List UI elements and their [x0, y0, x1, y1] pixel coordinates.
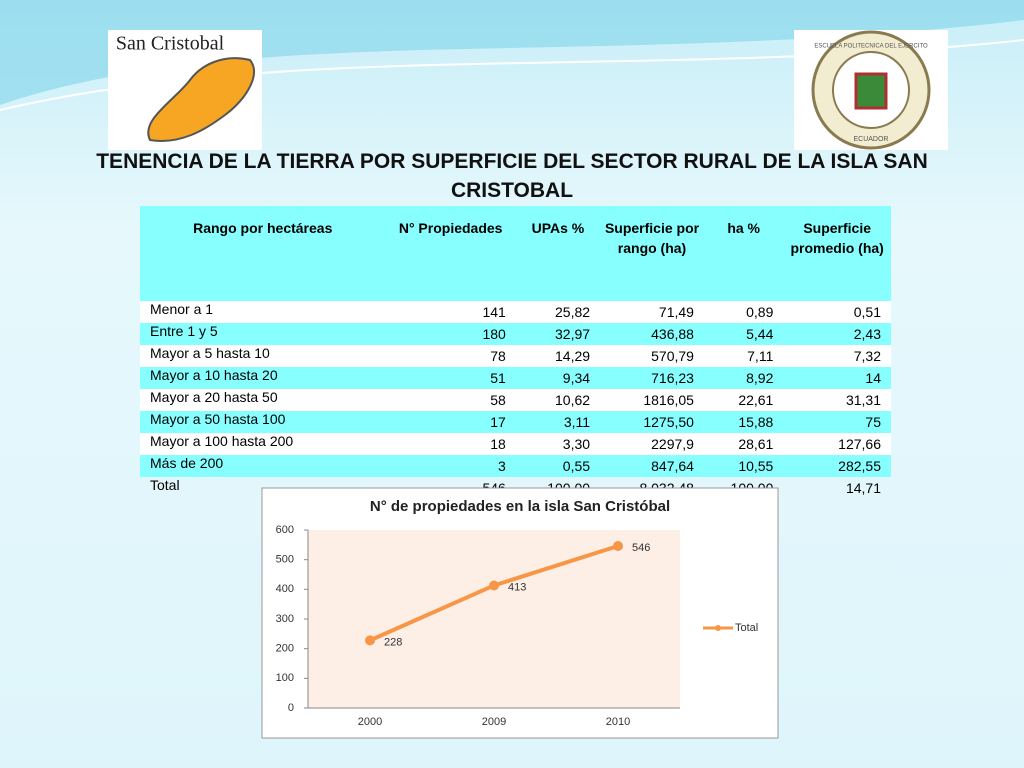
table-cell: 282,55 [783, 455, 891, 477]
y-tick-label: 0 [288, 702, 294, 714]
table-cell: Entre 1 y 5 [140, 323, 386, 345]
table-cell: 25,82 [515, 301, 601, 323]
table-cell: 14,29 [515, 345, 601, 367]
table-cell: 7,32 [783, 345, 891, 367]
data-point [365, 635, 375, 646]
table-cell: 58 [385, 389, 516, 411]
table-cell: 51 [385, 367, 516, 389]
table-cell: 3 [385, 455, 516, 477]
table-row: Mayor a 100 hasta 200 18 3,30 2297,9 28,61 12… [140, 433, 891, 455]
table-cell: Menor a 1 [140, 301, 386, 323]
table-cell: 31,31 [783, 389, 891, 411]
table-cell: 1816,05 [600, 389, 704, 411]
table-cell: Mayor a 10 hasta 20 [140, 367, 386, 389]
header-cell: N° Propiedades [385, 206, 516, 301]
table-cell: 7,11 [703, 345, 784, 367]
table-cell: 436,88 [600, 323, 704, 345]
data-label: 228 [384, 636, 402, 648]
table-cell: 5,44 [703, 323, 784, 345]
table-cell: 71,49 [600, 301, 704, 323]
table-cell: Total [150, 477, 180, 493]
data-point [613, 541, 623, 552]
island-shape [147, 57, 255, 142]
table-cell: Mayor a 50 hasta 100 [140, 411, 386, 433]
table-cell: 9,34 [515, 367, 601, 389]
table-cell: 14 [783, 367, 891, 389]
y-tick-label: 500 [276, 554, 294, 566]
table-cell: 127,66 [783, 433, 891, 455]
logo-text: San Cristobal [116, 33, 225, 55]
data-label: 413 [508, 581, 526, 593]
y-tick-label: 400 [276, 583, 294, 595]
plot-area [308, 530, 680, 708]
table-row: Menor a 1 141 25,82 71,49 0,89 0,51 [140, 301, 891, 323]
table-cell: 716,23 [600, 367, 704, 389]
x-tick-label: 2010 [606, 716, 630, 728]
table-row: Mayor a 50 hasta 100 17 3,11 1275,50 15,88 75 [140, 411, 891, 433]
swoosh [0, 0, 1024, 105]
table-cell: 3,11 [515, 411, 601, 433]
y-tick-label: 600 [276, 524, 294, 536]
slide-title: TENENCIA DE LA TIERRA POR SUPERFICIE DEL… [96, 150, 928, 202]
x-tick-label: 2000 [358, 716, 382, 728]
table-cell: Mayor a 20 hasta 50 [140, 389, 386, 411]
header-cell: UPAs % [515, 206, 601, 301]
y-tick-label: 200 [276, 643, 294, 655]
legend-marker [715, 625, 721, 631]
x-tick-label: 2009 [482, 716, 506, 728]
table-row: Más de 200 3 0,55 847,64 10,55 282,55 [140, 455, 891, 477]
table-row: Entre 1 y 5 180 32,97 436,88 5,44 2,43 [140, 323, 891, 345]
header-cell: ha % [703, 206, 784, 301]
table-cell: 847,64 [600, 455, 704, 477]
table-cell: 2,43 [783, 323, 891, 345]
table-cell: 0,55 [515, 455, 601, 477]
table-cell: Mayor a 100 hasta 200 [140, 433, 386, 455]
table-cell: 10,55 [703, 455, 784, 477]
table-cell: 78 [385, 345, 516, 367]
table-cell: 2297,9 [600, 433, 704, 455]
header-cell: Rango por hectáreas [140, 206, 386, 301]
header-cell: Superficie promedio (ha) [783, 206, 891, 301]
data-point [489, 580, 499, 591]
table-cell: 22,61 [703, 389, 784, 411]
table-cell: 3,30 [515, 433, 601, 455]
table-cell: Más de 200 [140, 455, 386, 477]
seal-text: ECUADOR [853, 136, 888, 143]
table-cell: 28,61 [703, 433, 784, 455]
table-row: Mayor a 20 hasta 50 58 10,62 1816,05 22,61 31… [140, 389, 891, 411]
table-cell: 0,51 [783, 301, 891, 323]
table-cell: 32,97 [515, 323, 601, 345]
y-tick-label: 100 [276, 672, 294, 684]
table-cell: 10,62 [515, 389, 601, 411]
table-cell: 18 [385, 433, 516, 455]
seal-text: ESCUELA POLITECNICA DEL EJERCITO [814, 44, 928, 50]
table-cell: 0,89 [703, 301, 784, 323]
y-tick-label: 300 [276, 613, 294, 625]
table-cell: 570,79 [600, 345, 704, 367]
table-cell: 1275,50 [600, 411, 704, 433]
table-cell: 14,71 [845, 480, 881, 496]
header-cell: Superficie por rango (ha) [600, 206, 704, 301]
table-cell: 8,92 [703, 367, 784, 389]
table-cell: 15,88 [703, 411, 784, 433]
seal-shield [854, 72, 888, 110]
table-cell: 141 [385, 301, 516, 323]
table-cell: 17 [385, 411, 516, 433]
table-cell: Mayor a 5 hasta 10 [140, 345, 386, 367]
legend-label: Total [735, 622, 758, 634]
data-label: 546 [632, 542, 650, 554]
table-row: Mayor a 10 hasta 20 51 9,34 716,23 8,92 14 [140, 367, 891, 389]
table-row: Mayor a 5 hasta 10 78 14,29 570,79 7,11 7,32 [140, 345, 891, 367]
table-cell: 180 [385, 323, 516, 345]
chart-title: N° de propiedades en la isla San Cristób… [370, 498, 670, 515]
table-cell: 75 [783, 411, 891, 433]
data-table: Rango por hectáreas N° Propiedades UPAs % S… [140, 206, 891, 499]
